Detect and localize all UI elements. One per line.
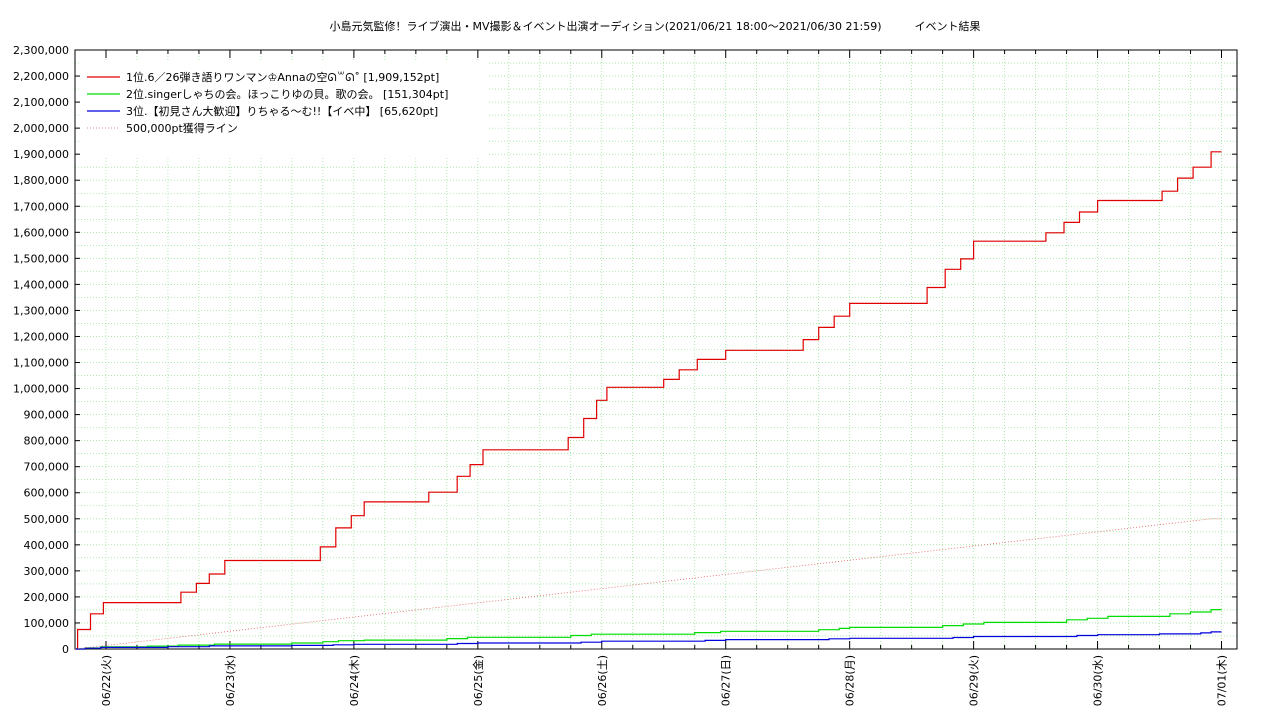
- x-axis-ticks: 06/22(火) 06/23(水) 06/24(木) 06/25(金) 06/26(土)…: [74, 50, 1229, 706]
- y-tick-label: 1,700,000: [13, 200, 69, 213]
- series-line-2: [75, 609, 1222, 650]
- series-line-4: [74, 518, 1222, 650]
- y-tick-label: 600,000: [24, 487, 70, 500]
- y-tick-label: 500,000: [24, 513, 70, 526]
- x-tick-label: 06/30(水): [1092, 655, 1105, 706]
- y-tick-label: 1,000,000: [13, 383, 69, 396]
- legend: 1位.6／26弾き語りワンマン♔Annaの空ᘏ꒳ᘏ˚ [1,909,152pt]…: [80, 62, 488, 158]
- y-tick-label: 1,300,000: [13, 304, 69, 317]
- x-tick-label: 06/28(月): [844, 655, 857, 706]
- x-tick-label: 06/26(土): [596, 655, 609, 706]
- x-tick-label: 06/27(日): [720, 655, 733, 706]
- y-tick-label: 2,000,000: [13, 122, 69, 135]
- chart-title: 小島元気監修！ライブ演出・MV撮影＆イベント出演オーディション(2021/06/…: [329, 19, 980, 33]
- x-tick-label: 06/25(金): [471, 655, 485, 706]
- y-tick-label: 2,100,000: [13, 96, 69, 109]
- y-tick-label: 1,500,000: [13, 252, 69, 265]
- y-tick-label: 200,000: [24, 591, 70, 604]
- axes: [74, 49, 1238, 650]
- y-tick-label: 1,600,000: [13, 226, 69, 239]
- y-tick-label: 900,000: [24, 409, 70, 422]
- legend-label: 3位.【初見さん大歓迎】りちゃる〜む!!【イベ中】 [65,620pt]: [126, 104, 438, 118]
- series-line-1: [75, 151, 1222, 650]
- y-tick-label: 1,800,000: [13, 174, 69, 187]
- plot-frame: [74, 49, 1238, 650]
- y-tick-label: 2,200,000: [13, 70, 69, 83]
- series-line-3: [75, 631, 1222, 650]
- y-tick-label: 700,000: [24, 461, 70, 474]
- x-tick-label: 06/23(水): [224, 655, 237, 706]
- y-tick-label: 2,300,000: [13, 44, 69, 57]
- y-tick-label: 800,000: [24, 435, 70, 448]
- legend-box: [80, 62, 488, 158]
- legend-label: 500,000pt獲得ライン: [126, 122, 238, 135]
- x-tick-label: 07/01(木): [1216, 655, 1229, 706]
- y-tick-label: 0: [62, 643, 69, 656]
- x-tick-label: 06/22(火): [100, 655, 113, 706]
- y-tick-label: 1,900,000: [13, 148, 69, 161]
- legend-label: 1位.6／26弾き語りワンマン♔Annaの空ᘏ꒳ᘏ˚ [1,909,152pt]: [126, 70, 439, 84]
- y-tick-label: 100,000: [24, 617, 70, 630]
- y-tick-label: 400,000: [24, 539, 70, 552]
- y-tick-label: 1,400,000: [13, 278, 69, 291]
- legend-label: 2位.singerしゃちの会。ほっこりゆの貝。歌の会。 [151,304pt]: [126, 87, 448, 101]
- x-tick-label: 06/29(火): [968, 655, 981, 706]
- y-tick-label: 300,000: [24, 565, 70, 578]
- series-lines: [74, 151, 1222, 650]
- y-tick-label: 1,100,000: [13, 357, 69, 370]
- y-axis-ticks: 0 100,000 200,000 300,000 400,000 500,000 600,…: [13, 44, 1237, 656]
- y-tick-label: 1,200,000: [13, 330, 69, 343]
- x-tick-label: 06/24(木): [348, 655, 361, 706]
